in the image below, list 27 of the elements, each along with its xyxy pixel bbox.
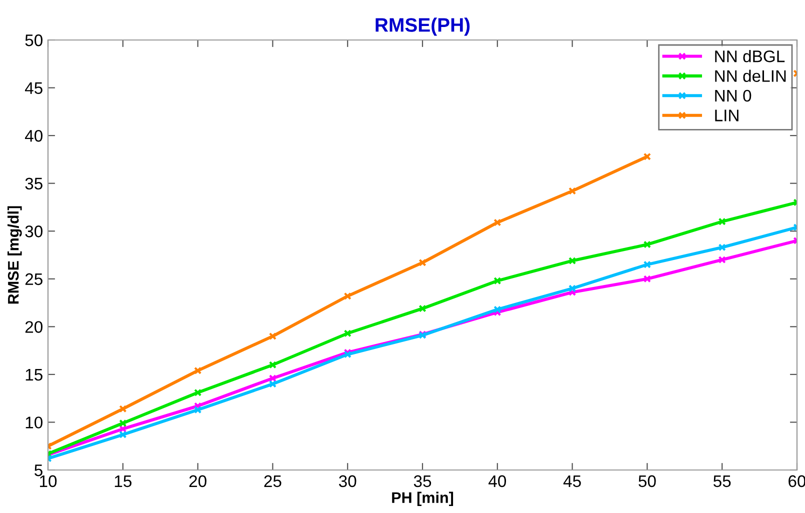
y-tick-label: 40 xyxy=(24,130,42,142)
x-tick-label: 40 xyxy=(488,475,506,488)
y-tick-label: 30 xyxy=(25,226,42,238)
y-tick-label: 50 xyxy=(25,34,42,46)
x-tick-label: 15 xyxy=(114,475,132,488)
x-tick-label: 30 xyxy=(338,475,356,488)
y-tick-label: 45 xyxy=(24,82,42,94)
y-tick-label: 5 xyxy=(34,464,42,476)
x-tick-label: 35 xyxy=(414,475,432,488)
y-axis-title: RMSE [mg/dl] xyxy=(8,206,22,304)
legend-label: NN deLIN xyxy=(715,70,786,82)
legend-label: LIN xyxy=(715,110,738,122)
legend-label: NN dBGL xyxy=(715,50,785,62)
chart-title: RMSE(PH) xyxy=(376,18,470,36)
legend-label: NN 0 xyxy=(715,90,752,102)
y-tick-label: 10 xyxy=(26,416,42,428)
x-tick-label: 25 xyxy=(264,475,282,488)
x-tick-label: 45 xyxy=(563,475,581,488)
y-tick-label: 20 xyxy=(25,321,42,333)
y-tick-label: 15 xyxy=(26,369,42,381)
x-tick-label: 55 xyxy=(714,475,731,488)
x-tick-label: 50 xyxy=(638,475,656,488)
x-axis-title: PH [min] xyxy=(392,492,454,506)
y-tick-label: 35 xyxy=(25,178,42,190)
x-tick-label: 10 xyxy=(40,475,57,488)
y-tick-label: 25 xyxy=(25,273,42,286)
x-tick-label: 20 xyxy=(189,475,206,488)
